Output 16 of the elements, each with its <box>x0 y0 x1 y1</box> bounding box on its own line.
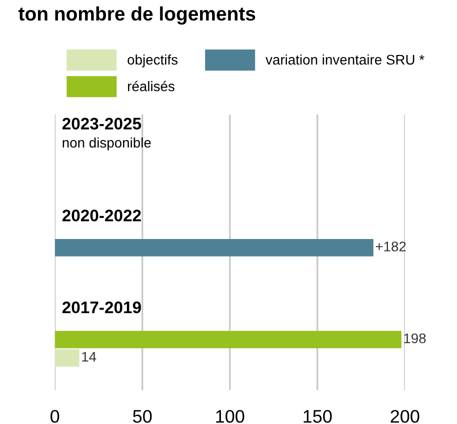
y-tick-label: 2023-2025 <box>62 118 142 130</box>
x-tick-label: 100 <box>216 410 244 423</box>
data-label: 198 <box>404 333 426 344</box>
legend-label: variation inventaire SRU * <box>266 54 424 65</box>
legend-label: réalisés <box>128 80 174 92</box>
chart-title: ton nombre de logements <box>18 6 256 25</box>
legend-label: objectifs <box>128 54 178 68</box>
x-tick-label: 0 <box>50 410 60 423</box>
x-tick-label: 150 <box>304 410 332 423</box>
y-tick-label: 2020-2022 <box>62 210 141 222</box>
x-tick-label: 200 <box>390 410 420 423</box>
data-label: +182 <box>376 242 406 252</box>
data-label: 14 <box>82 352 96 362</box>
y-tick-label: 2017-2019 <box>62 301 141 314</box>
x-tick-label: 50 <box>133 410 152 423</box>
annotation: non disponible <box>62 137 151 150</box>
